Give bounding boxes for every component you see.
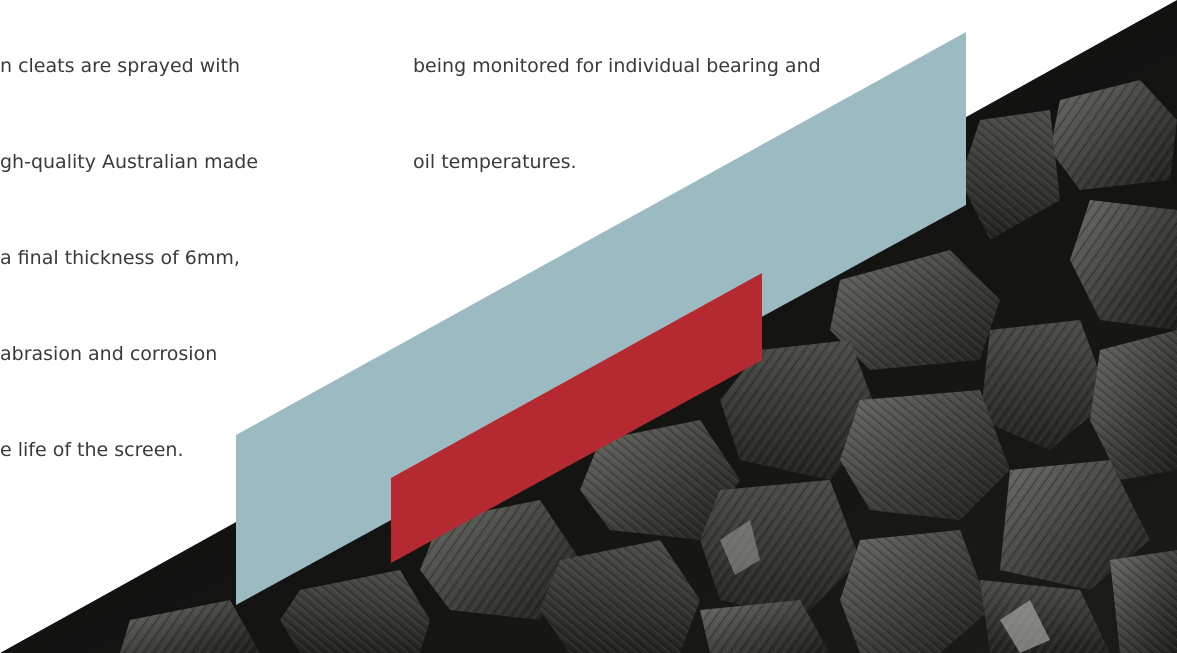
left-text-line-2: gh-quality Australian made <box>0 151 259 173</box>
left-text-line-4: abrasion and corrosion <box>0 343 218 365</box>
right-text-line-2: oil temperatures. <box>413 151 577 173</box>
light-blue-band <box>236 32 966 605</box>
left-text-line-3: a final thickness of 6mm, <box>0 247 240 269</box>
left-text-line-1: n cleats are sprayed with <box>0 55 241 77</box>
left-text-line-5: e life of the screen. <box>0 439 184 461</box>
right-text-line-1: being monitored for individual bearing a… <box>413 55 821 77</box>
red-band <box>391 273 762 563</box>
right-body-text: being monitored for individual bearing a… <box>413 0 973 242</box>
left-body-text: n cleats are sprayed with gh-quality Aus… <box>0 0 310 530</box>
